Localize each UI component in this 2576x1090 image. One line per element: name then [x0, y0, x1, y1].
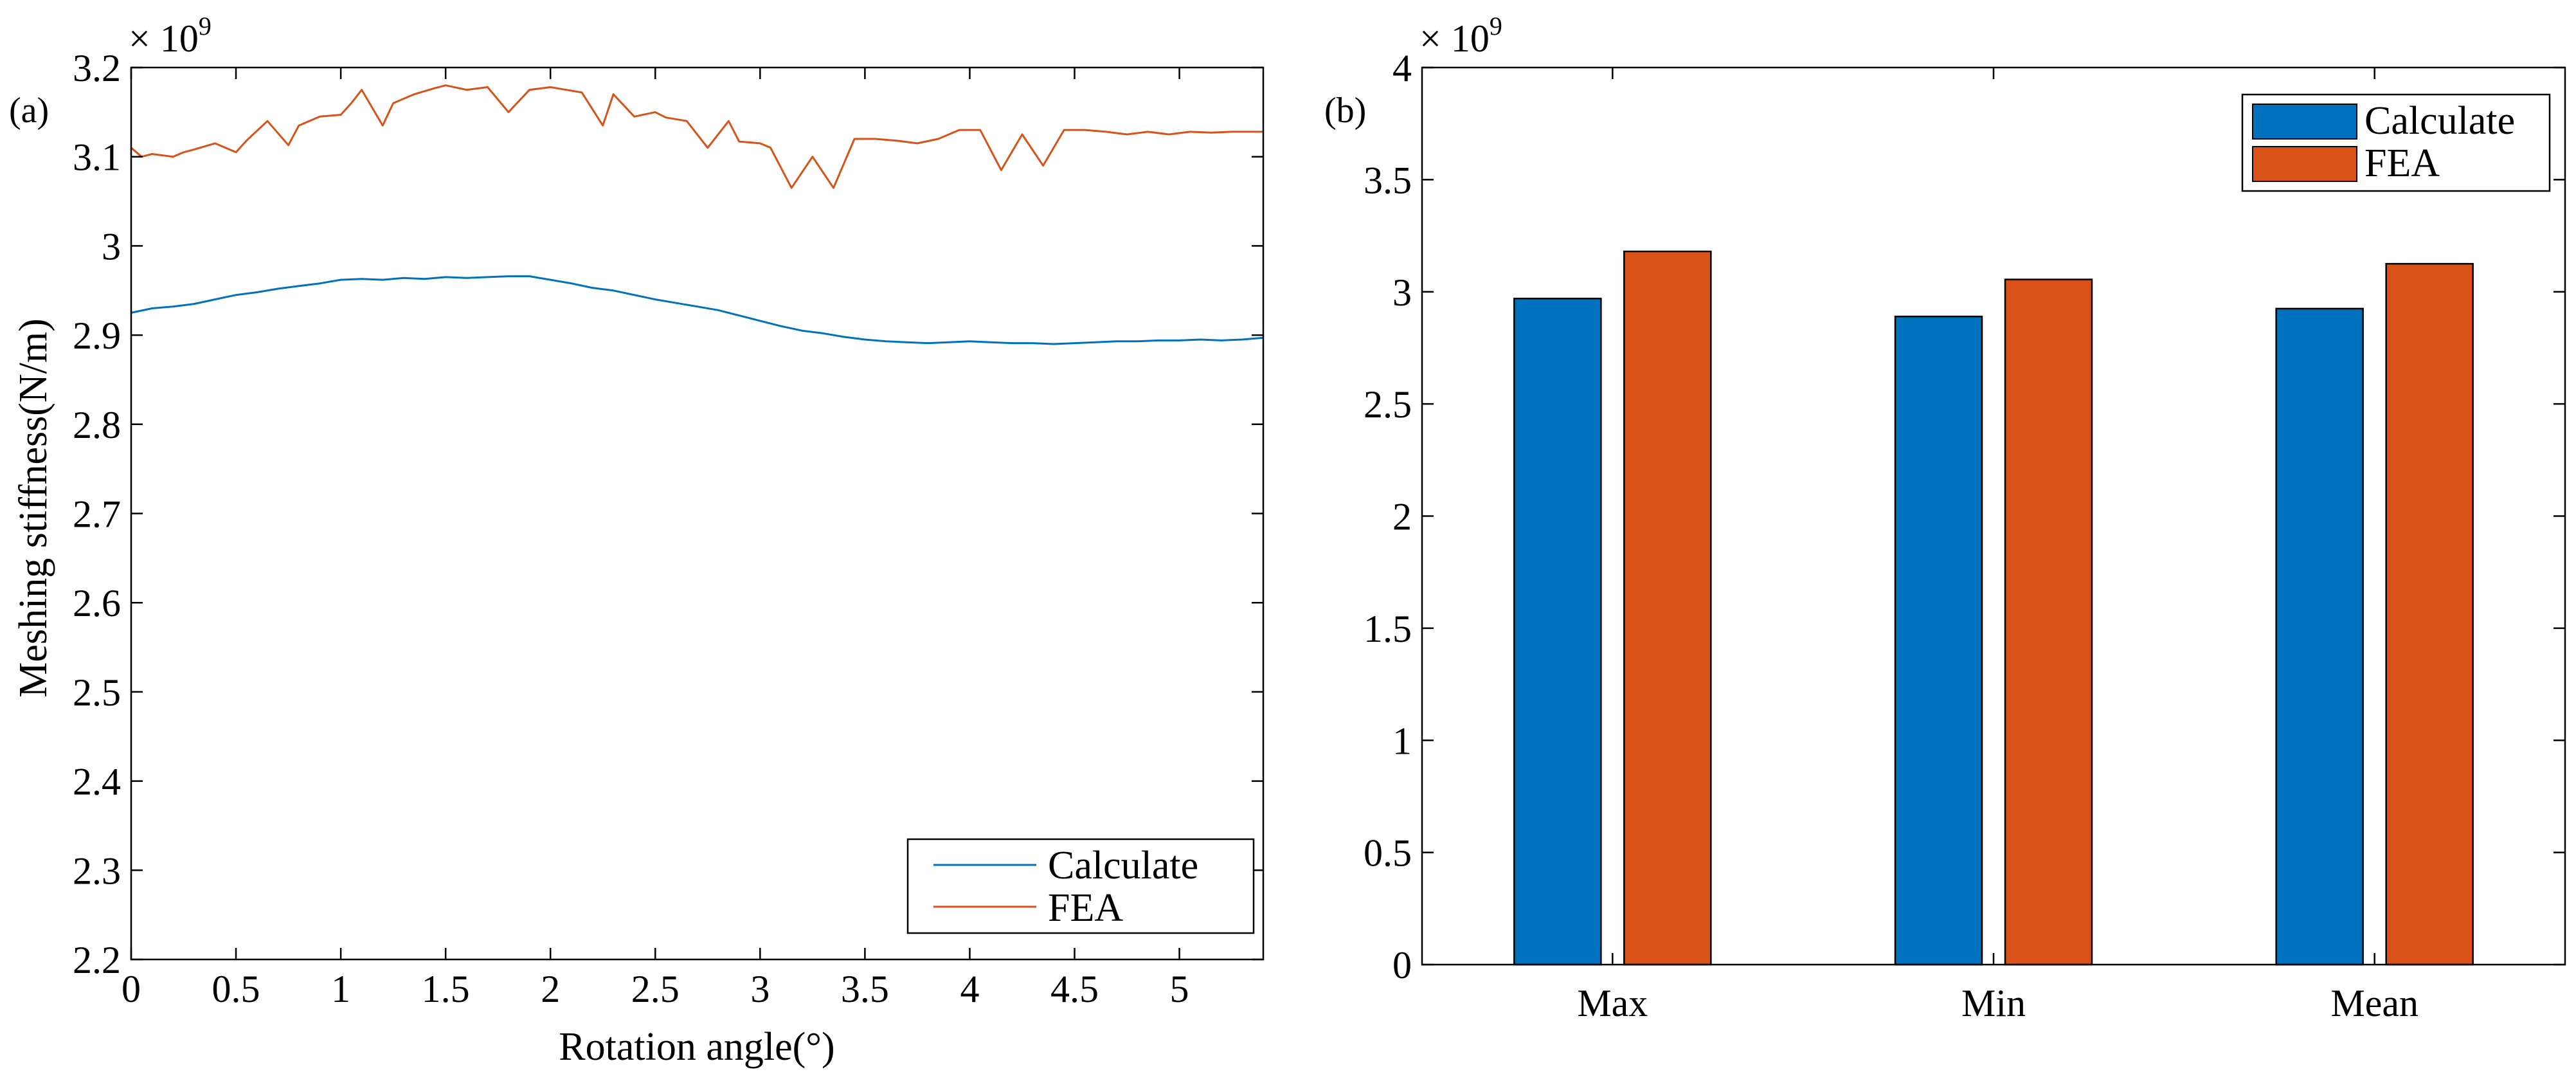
axes-a — [130, 66, 1265, 961]
y-tick-label: 2 — [1392, 496, 1412, 538]
series-lines-a — [131, 84, 1264, 345]
y-tick-label: 0.5 — [1364, 832, 1412, 875]
legend-label-fea: FEA — [2364, 141, 2440, 185]
legend-swatch-calculate — [2252, 104, 2357, 140]
y-tick-label: 2.6 — [73, 582, 121, 624]
y-tick-label: 3 — [1392, 271, 1412, 314]
x-tick-label: 4.5 — [1050, 968, 1099, 1010]
bar-calculate-min — [1894, 315, 1983, 966]
y-axis-label-a: Meshing stiffness(N/m) — [12, 318, 55, 698]
y-tick-label: 2.2 — [73, 939, 121, 981]
y-tick-label: 1 — [1392, 720, 1412, 762]
series-line-fea — [131, 84, 1263, 189]
x-tick-labels-b: Max Min Mean — [1577, 982, 2418, 1024]
x-tick-label: 1.5 — [422, 968, 470, 1010]
legend-label-calculate: Calculate — [1048, 844, 1198, 887]
axes-b — [1421, 66, 2566, 966]
x-tick-label: Max — [1577, 982, 1648, 1024]
x-tick-label: 3.5 — [841, 968, 889, 1010]
panel-label-b: (b) — [1324, 91, 1366, 131]
bar-fea-mean — [2385, 262, 2474, 966]
legend-a: Calculate FEA — [906, 838, 1255, 934]
x-tick-label: Min — [1961, 982, 2026, 1024]
bar-chart-panel-b: (b) × 109 Max Min Mean 0 0.5 1 1.5 2 2.5 3 3.5 4 C… — [1324, 12, 2566, 1024]
y-axis-multiplier-a: × 109 — [129, 12, 212, 60]
legend-label-fea: FEA — [1048, 886, 1123, 930]
legend-b: Calculate FEA — [2241, 93, 2551, 192]
y-tick-labels-b: 0 0.5 1 1.5 2 2.5 3 3.5 4 — [1364, 47, 1412, 986]
x-tick-label: 3 — [750, 968, 770, 1010]
y-tick-label: 2.3 — [73, 849, 121, 892]
y-tick-label: 4 — [1392, 47, 1412, 89]
x-tick-labels-a: 0 0.5 1 1.5 2 2.5 3 3.5 4 4.5 5 — [122, 968, 1189, 1010]
y-tick-label: 3.1 — [73, 136, 121, 179]
y-tick-label: 2.8 — [73, 404, 121, 446]
series-line-calculate — [131, 275, 1264, 345]
x-axis-label-a: Rotation angle(°) — [559, 1025, 834, 1069]
x-tick-label: 0.5 — [212, 968, 260, 1010]
bar-calculate-mean — [2275, 307, 2364, 966]
y-tick-label: 3.5 — [1364, 159, 1412, 201]
legend-swatch-fea — [2252, 146, 2357, 182]
y-tick-label: 2.5 — [1364, 383, 1412, 426]
line-chart-panel-a: (a) × 109 0 0.5 1 1.5 2 2.5 3 3.5 4 4.5 5 2.22.32.… — [9, 12, 1265, 1069]
y-tick-label: 3.2 — [73, 47, 121, 89]
legend-label-calculate: Calculate — [2364, 99, 2515, 143]
bars-b — [1513, 250, 2474, 966]
x-tick-label: 2.5 — [631, 968, 680, 1010]
y-tick-label: 2.4 — [73, 761, 121, 803]
y-axis-multiplier-b: × 109 — [1419, 12, 1502, 60]
y-tick-labels-a: 2.2 2.3 2.4 2.5 2.6 2.7 2.8 2.9 3 3.1 3.2 — [73, 47, 121, 981]
y-tick-label: 2.5 — [73, 671, 121, 714]
panel-label-a: (a) — [9, 91, 49, 131]
y-tick-label: 1.5 — [1364, 608, 1412, 650]
y-tick-label: 2.7 — [73, 493, 121, 536]
y-tick-label: 3 — [102, 225, 121, 268]
x-tick-label: 1 — [331, 968, 350, 1010]
x-tick-label: 2 — [541, 968, 560, 1010]
x-tick-label: 5 — [1170, 968, 1189, 1010]
y-tick-label: 2.9 — [73, 314, 121, 357]
bar-calculate-max — [1513, 297, 1602, 966]
bar-fea-min — [2004, 278, 2093, 966]
x-tick-label: 4 — [960, 968, 979, 1010]
bar-fea-max — [1623, 250, 1712, 966]
x-tick-label: 0 — [122, 968, 141, 1010]
y-tick-label: 0 — [1392, 944, 1412, 986]
x-tick-label: Mean — [2330, 982, 2418, 1024]
